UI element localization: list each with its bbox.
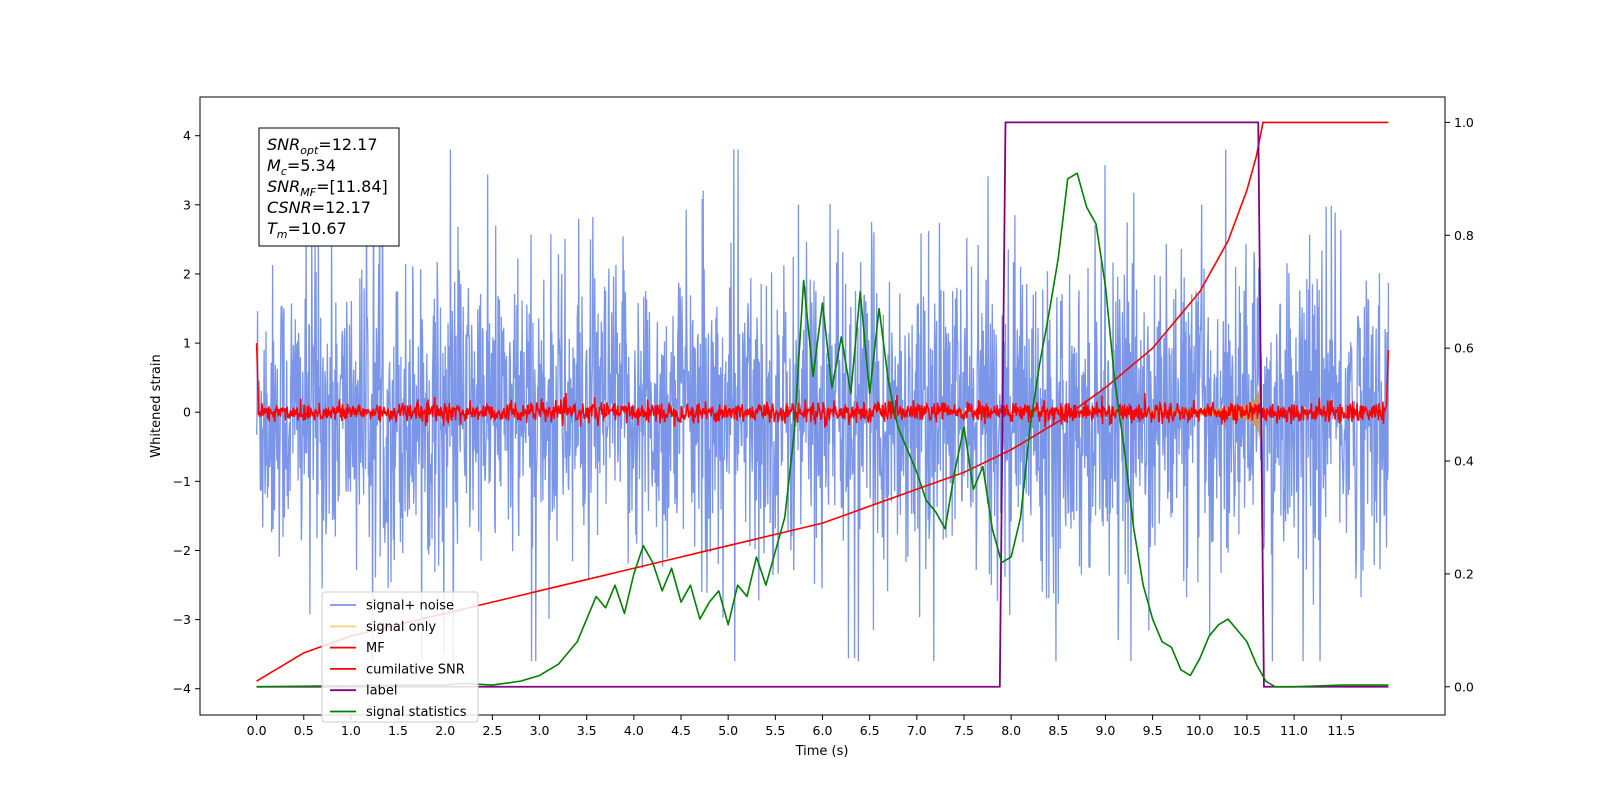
x-tick-label: 0.5 xyxy=(294,723,314,738)
legend-entry: label xyxy=(366,684,397,699)
y2-tick-label: 0.4 xyxy=(1454,454,1474,469)
y2-tick-label: 1.0 xyxy=(1454,115,1474,130)
legend-frame xyxy=(321,591,479,723)
y2-tick-label: 0.6 xyxy=(1454,341,1474,356)
x-tick-label: 6.5 xyxy=(860,723,880,738)
x-tick-label: 5.5 xyxy=(765,723,785,738)
x-tick-label: 11.5 xyxy=(1327,723,1355,738)
x-tick-label: 2.5 xyxy=(482,723,502,738)
y-axis-label: Whitened strain xyxy=(149,354,164,457)
x-tick-label: 3.5 xyxy=(577,723,597,738)
x-tick-label: 8.5 xyxy=(1048,723,1068,738)
y-tick-label: −3 xyxy=(173,612,191,627)
x-tick-label: 10.0 xyxy=(1186,723,1214,738)
x-tick-label: 4.0 xyxy=(624,723,644,738)
series-signal-statistics xyxy=(256,172,1389,688)
x-tick-label: 1.5 xyxy=(388,723,408,738)
y-tick-label: 3 xyxy=(183,197,191,212)
annotation-line: Mc=5.34 xyxy=(267,156,336,178)
y-tick-label: 0 xyxy=(183,405,191,420)
annotation-line: SNRMF=[11.84] xyxy=(267,177,388,199)
y-tick-label: 2 xyxy=(183,266,191,281)
annotation-line: SNRopt=12.17 xyxy=(267,135,378,157)
x-tick-label: 1.0 xyxy=(341,723,361,738)
x-tick-label: 11.0 xyxy=(1280,723,1308,738)
annotation-line: CSNR=12.17 xyxy=(267,198,371,217)
x-axis: 0.0 0.5 1.0 1.5 2.0 2.5 3.0 3.5 4.0 4.5 5.0 5.5 6.0 6… xyxy=(247,715,1355,738)
y-axis-left: −4 −3 −2 −1 0 1 2 3 4 xyxy=(173,128,200,696)
legend: signal+ noise signal only MF cumilative SNR… xyxy=(321,591,479,723)
x-tick-label: 10.5 xyxy=(1233,723,1261,738)
legend-entry: cumilative SNR xyxy=(366,662,465,677)
legend-entry: signal statistics xyxy=(366,705,467,720)
x-tick-label: 4.5 xyxy=(671,723,691,738)
x-axis-label: Time (s) xyxy=(795,744,849,759)
annotation-line: Tm=10.67 xyxy=(267,219,347,241)
y-axis-right: 0.0 0.2 0.4 0.6 0.8 1.0 xyxy=(1445,115,1474,694)
x-tick-label: 9.5 xyxy=(1143,723,1163,738)
legend-entry: MF xyxy=(366,641,385,656)
x-tick-label: 7.5 xyxy=(954,723,974,738)
x-tick-label: 8.0 xyxy=(1001,723,1021,738)
x-tick-label: 6.0 xyxy=(813,723,833,738)
y2-tick-label: 0.2 xyxy=(1454,566,1474,581)
annotation-frame xyxy=(258,127,400,247)
x-tick-label: 3.0 xyxy=(530,723,550,738)
y-tick-label: −4 xyxy=(173,681,191,696)
x-tick-label: 5.0 xyxy=(718,723,738,738)
x-tick-label: 7.0 xyxy=(907,723,927,738)
y-tick-label: −2 xyxy=(173,543,191,558)
y2-tick-label: 0.0 xyxy=(1454,679,1474,694)
y-tick-label: 1 xyxy=(183,336,191,351)
x-tick-label: 0.0 xyxy=(247,723,267,738)
snr-annotation-box: SNRopt=12.17Mc=5.34SNRMF=[11.84]CSNR=12.… xyxy=(258,127,400,247)
y2-tick-label: 0.8 xyxy=(1454,228,1474,243)
x-tick-label: 2.0 xyxy=(435,723,455,738)
y-tick-label: −1 xyxy=(173,474,191,489)
legend-entry: signal only xyxy=(366,620,436,635)
x-tick-label: 9.0 xyxy=(1096,723,1116,738)
y-tick-label: 4 xyxy=(183,128,191,143)
series-mf xyxy=(255,343,1390,428)
legend-entry: signal+ noise xyxy=(366,599,454,614)
series-signal-noise xyxy=(255,149,1390,662)
